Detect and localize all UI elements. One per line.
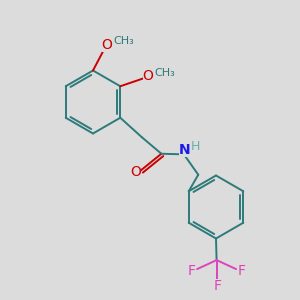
Text: F: F [188, 264, 196, 278]
Text: CH₃: CH₃ [113, 36, 134, 46]
Text: N: N [179, 143, 190, 158]
Text: H: H [191, 140, 201, 153]
Text: O: O [102, 38, 112, 52]
Text: F: F [214, 279, 222, 293]
Text: F: F [238, 264, 245, 278]
Text: CH₃: CH₃ [154, 68, 175, 78]
Text: O: O [130, 165, 141, 179]
Text: O: O [143, 69, 154, 83]
